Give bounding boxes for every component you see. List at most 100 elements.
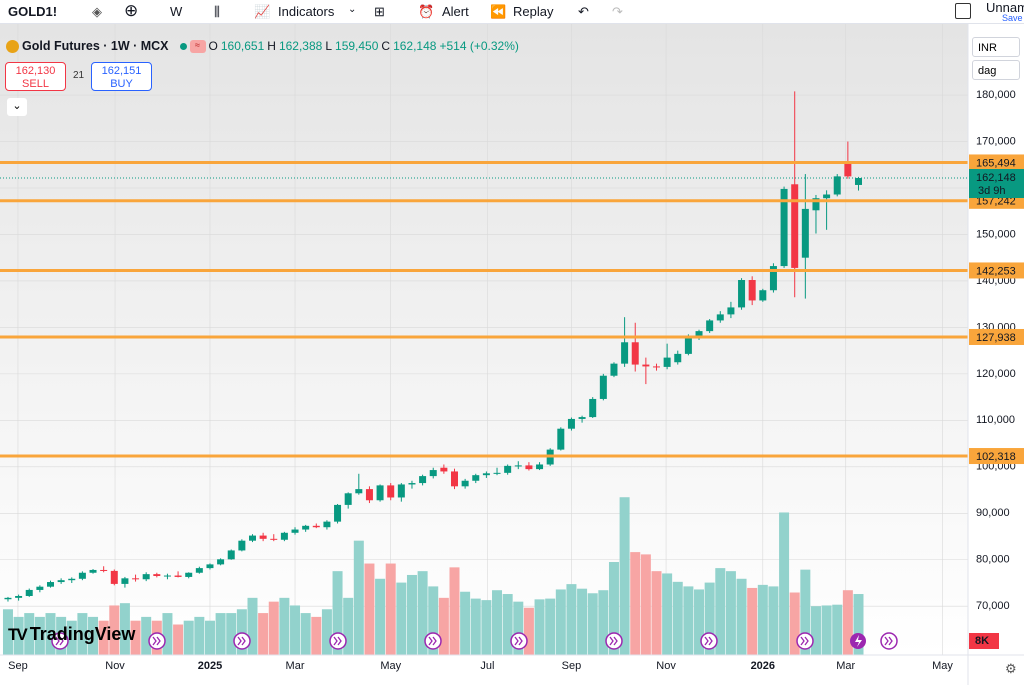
candle-body (302, 525, 310, 530)
y-tick-label: 170,000 (976, 135, 1016, 147)
symbol[interactable]: GOLD1! (8, 4, 58, 19)
indicators[interactable]: Indicators (278, 4, 335, 19)
volume-bar (183, 620, 194, 655)
candle-body (567, 418, 575, 429)
volume-bar (630, 552, 641, 655)
low-label: L (325, 39, 333, 53)
sell-button[interactable]: 162,130 SELL (5, 62, 66, 91)
close-label: C (381, 39, 391, 53)
undo-icon[interactable]: ↶ (578, 4, 589, 19)
candle-body (334, 504, 342, 522)
volume-tag (969, 633, 999, 649)
volume-bar (406, 574, 417, 655)
add-icon[interactable]: ⊕ (124, 1, 139, 20)
candle-body (557, 428, 565, 450)
event-icon[interactable] (700, 632, 718, 650)
candle-body (599, 375, 607, 399)
x-tick-label: Sep (562, 660, 582, 672)
candle-body (142, 574, 150, 580)
event-glyph (428, 636, 437, 646)
candle-body (217, 559, 225, 565)
event-icon[interactable] (880, 632, 898, 650)
replay[interactable]: Replay (513, 4, 554, 19)
candle-body (408, 483, 416, 485)
high-value: 162,388 (278, 39, 323, 53)
candle-body (174, 575, 182, 577)
candle-body (716, 314, 724, 321)
volume-bar (598, 590, 609, 655)
redo-icon[interactable]: ↷ (612, 4, 623, 19)
currency-select[interactable]: INR (972, 37, 1020, 57)
event-icon[interactable] (148, 632, 166, 650)
candle-body (589, 398, 597, 418)
y-tick-label: 120,000 (976, 368, 1016, 380)
volume-bar (779, 512, 790, 655)
y-tick-label: 180,000 (976, 89, 1016, 101)
x-tick-label: May (932, 660, 953, 672)
candle-body (89, 569, 97, 573)
volume-bar (694, 589, 705, 655)
event-icon[interactable] (510, 632, 528, 650)
candle-body (68, 578, 76, 581)
interval[interactable]: W (170, 4, 183, 19)
candle-body (844, 161, 852, 177)
alert[interactable]: Alert (442, 4, 469, 19)
alert-icon[interactable]: ⏰ (418, 4, 435, 19)
candle-body (280, 532, 288, 540)
candle-body (621, 342, 629, 364)
layout-checkbox[interactable] (955, 3, 971, 19)
collapse-button[interactable]: ⌄ (7, 98, 27, 116)
buy-button[interactable]: 162,151 BUY (91, 62, 152, 91)
open-value: 160,651 (220, 39, 265, 53)
y-tick-label: 70,000 (976, 600, 1010, 612)
settings-icon[interactable]: ⚙ (1005, 661, 1017, 676)
level-tag (969, 448, 1024, 465)
candle-body (238, 540, 246, 551)
favorite-icon[interactable]: ◈ (92, 4, 102, 19)
replay-icon[interactable]: ⏪ (490, 4, 507, 19)
volume-bar (173, 624, 184, 655)
unit-select[interactable]: dag (972, 60, 1020, 80)
event-glyph (237, 636, 246, 646)
level-tag (969, 262, 1024, 279)
volume-bar (832, 604, 843, 655)
candle-body (748, 280, 756, 301)
volume-bar (194, 616, 205, 655)
candle-body (344, 493, 352, 505)
event-glyph (152, 636, 161, 646)
event-icon[interactable] (329, 632, 347, 650)
event-icon[interactable] (233, 632, 251, 650)
chart-type-icon[interactable]: ⫼ (214, 4, 220, 19)
volume-bar (66, 620, 77, 655)
volume-bar (258, 613, 269, 655)
candle-body (227, 550, 235, 560)
x-tick-label: Sep (8, 660, 28, 672)
event-icon[interactable] (424, 632, 442, 650)
candle-body (482, 473, 490, 476)
layout-name[interactable]: Unnam (986, 0, 1024, 15)
volume-bar (523, 607, 534, 655)
indicators-icon[interactable]: 📈 (254, 4, 271, 19)
watermark-logo: TV (8, 624, 28, 644)
volume-bar (45, 613, 56, 655)
dropdown-icon[interactable]: ⌄ (348, 4, 357, 15)
event-icon[interactable] (796, 632, 814, 650)
event-glyph (514, 636, 523, 646)
close-value: 162,148 (393, 39, 437, 53)
volume-bar (141, 616, 152, 655)
sell-label: SELL (22, 78, 49, 90)
save[interactable]: Save (1002, 13, 1023, 23)
volume-bar (608, 562, 619, 655)
volume-bar (662, 573, 673, 655)
volume-bar (566, 584, 577, 655)
event-glyph (800, 636, 809, 646)
candle-body (674, 353, 682, 363)
event-icon[interactable] (605, 632, 623, 650)
candle-body (132, 578, 140, 580)
buy-price: 162,151 (101, 65, 142, 77)
templates-icon[interactable]: ⊞ (374, 4, 385, 19)
volume-bar (204, 620, 215, 655)
watermark-text: TradingView (29, 624, 136, 644)
y-tick-label: 90,000 (976, 507, 1010, 519)
volume-bar (672, 581, 683, 655)
